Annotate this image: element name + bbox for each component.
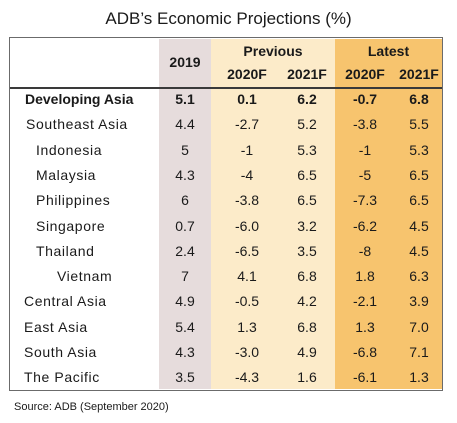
table-cell: -3.8 xyxy=(234,192,260,209)
header-2019: 2019 xyxy=(169,54,201,70)
row-label: Vietnam xyxy=(57,268,113,285)
table-cell: -5 xyxy=(358,166,372,183)
table-cell: -0.7 xyxy=(352,91,378,107)
table-cell: 3.9 xyxy=(409,293,429,310)
column-latest-background xyxy=(335,39,442,389)
row-label: The Pacific xyxy=(24,369,100,386)
table-cell: 6.2 xyxy=(297,91,317,107)
header-previous: Previous xyxy=(243,43,303,59)
table-cell: 7 xyxy=(181,268,189,285)
table-cell: 5.3 xyxy=(297,141,317,158)
table-cell: -6.5 xyxy=(234,242,260,259)
table-cell: -6.2 xyxy=(352,217,378,234)
table-cell: 0.7 xyxy=(175,217,195,234)
table-cell: 6.8 xyxy=(409,91,429,107)
table-cell: -8 xyxy=(358,242,372,259)
table-cell: 5.2 xyxy=(297,116,317,133)
table-cell: 6.3 xyxy=(409,268,429,285)
table-cell: -6.8 xyxy=(352,344,378,360)
table-cell: -2.7 xyxy=(234,116,260,133)
table-title: ADB’s Economic Projections (%) xyxy=(105,9,352,28)
table-cell: -3.8 xyxy=(352,116,378,133)
table-cell: 1.3 xyxy=(409,369,429,386)
header-latest-2021f: 2021F xyxy=(399,66,439,82)
table-cell: -4.3 xyxy=(234,369,260,386)
table-cell: 3.5 xyxy=(297,242,317,259)
row-label: Singapore xyxy=(36,217,106,234)
table-cell: 4.2 xyxy=(297,293,317,310)
table-cell: 4.9 xyxy=(297,344,317,360)
table-cell: 6.5 xyxy=(409,192,429,209)
table-cell: 2.4 xyxy=(175,242,195,259)
row-label: Malaysia xyxy=(36,166,97,183)
table-cell: -0.5 xyxy=(234,293,260,310)
table-cell: 4.5 xyxy=(409,217,429,234)
table-cell: 1.8 xyxy=(355,268,375,285)
row-label: Thailand xyxy=(36,242,95,259)
table-cell: 4.9 xyxy=(175,293,195,310)
table-cell: 7.1 xyxy=(409,344,429,360)
table-cell: -4 xyxy=(240,166,254,183)
table-cell: 6.5 xyxy=(409,166,429,183)
row-label: East Asia xyxy=(24,318,88,335)
table-cell: 6.8 xyxy=(297,268,317,285)
row-label: Southeast Asia xyxy=(26,116,128,133)
table-cell: 1.6 xyxy=(297,369,317,386)
row-label: Developing Asia xyxy=(25,91,134,107)
table-cell: 1.3 xyxy=(355,318,375,335)
table-cell: 4.3 xyxy=(175,344,195,360)
table-cell: 5.5 xyxy=(409,116,429,133)
table-cell: 3.2 xyxy=(297,217,317,234)
table-cell: -6.1 xyxy=(352,369,378,386)
table-cell: 0.1 xyxy=(237,91,257,107)
table-cell: 6 xyxy=(181,192,189,209)
table-cell: 4.1 xyxy=(237,268,257,285)
row-label: Philippines xyxy=(36,192,111,209)
table-frame xyxy=(9,37,443,391)
row-label: South Asia xyxy=(24,344,97,360)
header-latest: Latest xyxy=(367,43,410,59)
table-cell: 1.3 xyxy=(237,318,257,335)
table-cell: -2.1 xyxy=(352,293,378,310)
table-cell: -1 xyxy=(358,141,372,158)
row-label: Central Asia xyxy=(24,293,107,310)
table-cell: 4.5 xyxy=(409,242,429,259)
table-cell: -7.3 xyxy=(352,192,378,209)
source-note: Source: ADB (September 2020) xyxy=(14,401,169,413)
header-previous-2020f: 2020F xyxy=(227,66,267,82)
table-cell: 6.8 xyxy=(297,318,317,335)
table-cell: 3.5 xyxy=(175,369,195,386)
table-cell: 6.5 xyxy=(297,192,317,209)
table-cell: 6.5 xyxy=(297,166,317,183)
table-cell: 7.0 xyxy=(409,318,429,335)
table-cell: -1 xyxy=(240,141,254,158)
header-divider xyxy=(10,87,442,89)
row-label: Indonesia xyxy=(36,141,103,158)
header-latest-2020f: 2020F xyxy=(345,66,385,82)
column-2019-background xyxy=(159,39,211,389)
table-cell: 5.1 xyxy=(175,91,195,107)
table-cell: 5 xyxy=(181,141,189,158)
table-cell: 5.3 xyxy=(409,141,429,158)
table-cell: 4.3 xyxy=(175,166,195,183)
table-cell: 4.4 xyxy=(175,116,195,133)
column-previous-background xyxy=(211,39,335,389)
header-previous-2021f: 2021F xyxy=(287,66,327,82)
table-cell: 5.4 xyxy=(175,318,195,335)
table-cell: -6.0 xyxy=(234,217,260,234)
table-cell: -3.0 xyxy=(234,344,260,360)
